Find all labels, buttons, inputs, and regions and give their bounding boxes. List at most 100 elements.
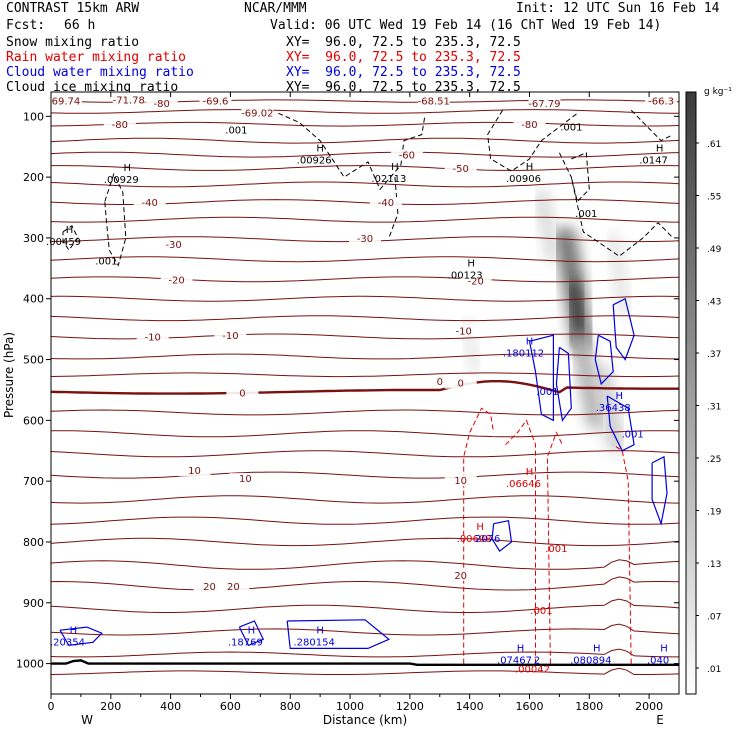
label-bg [423, 375, 456, 387]
cloud-water-contour [491, 519, 513, 552]
max-marker: H [517, 644, 525, 655]
label-bg [349, 232, 381, 244]
isotherm [51, 409, 679, 416]
max-marker: H [124, 163, 132, 174]
rain-contour [463, 407, 495, 664]
isotherm [51, 430, 679, 438]
max-value: .00926 [297, 156, 332, 167]
max-marker: H [660, 644, 668, 655]
snow-shading [462, 188, 632, 453]
field-xy-rain: XY= 96.0, 72.5 to 235.3, 72.5 [286, 50, 521, 65]
temperature-label: 0 [239, 388, 245, 399]
temperature-label: -80 [521, 120, 537, 131]
isotherm [51, 559, 679, 570]
max-value: .07467 [497, 656, 532, 667]
contour-labels: 69.74 -71.78 -80 -69.6 -69.02 -68.51 -67.79 -66… [46, 94, 678, 676]
label-bg [136, 331, 169, 343]
label-bg [49, 95, 82, 107]
label-bg [447, 325, 480, 337]
label-bg [214, 330, 247, 342]
field-name-snow: Snow mixing ratio [6, 35, 140, 50]
max-marker: H [467, 259, 475, 270]
temperature-label: 20 [454, 571, 467, 582]
max-marker: H [391, 162, 399, 173]
isotherm [51, 315, 679, 322]
isotherm [51, 109, 679, 114]
label-bg [160, 274, 193, 286]
cloud-water-contour [594, 334, 614, 386]
label-bg [103, 119, 136, 131]
max-marker: H [526, 467, 534, 478]
y-tick-label: 800 [23, 536, 44, 549]
snow-plume [607, 231, 632, 317]
colorbar-ramp [685, 91, 697, 695]
temperature-label: 20 [203, 582, 216, 593]
x-tick-label: 600 [220, 700, 241, 713]
temperature-label: -20 [168, 275, 184, 286]
max-value: .040 [647, 656, 669, 667]
colorbar-label: .25 [707, 455, 721, 465]
label-bg [145, 97, 178, 109]
contour-label: .001 [536, 387, 558, 398]
cloud-water-contour [59, 626, 103, 647]
temperature-label: -67.79 [528, 99, 560, 110]
max-value: .36438 [596, 403, 631, 414]
temperature-label: -69.6 [203, 97, 229, 108]
isotherm [51, 576, 679, 591]
x-axis-east-label: E [656, 713, 664, 727]
temperature-label: -66.3 [648, 97, 674, 108]
colorbar-label: .55 [707, 193, 721, 203]
colorbar-label: .37 [707, 350, 721, 360]
max-value: 2076 [475, 534, 500, 545]
colorbar-label: .61 [707, 140, 721, 150]
max-value: .00608 [457, 534, 492, 545]
max-value: .0147 [639, 156, 668, 167]
max-value: .00123 [448, 271, 483, 282]
cloud-ice-contour [104, 172, 127, 267]
isotherm [51, 372, 679, 378]
temperature-label: 0 [437, 377, 443, 388]
contour-label: .001 [545, 544, 567, 555]
temperature-label: -10 [222, 331, 238, 342]
temperature-label: -10 [456, 326, 472, 337]
y-tick-label: 200 [23, 171, 44, 184]
plot-frame [50, 91, 680, 695]
max-marker: H [476, 522, 484, 533]
isotherm [51, 151, 679, 158]
label-bg [193, 580, 226, 592]
ground-line [51, 659, 679, 666]
max-marker: H [593, 644, 601, 655]
label-bg [157, 239, 190, 251]
temperature-label: -80 [153, 99, 169, 110]
isotherm [51, 256, 679, 263]
temperature-label: -50 [453, 164, 469, 175]
max-value: .06646 [506, 479, 541, 490]
snow-plume [566, 280, 587, 348]
colorbar-label: .31 [707, 403, 721, 413]
label-bg [459, 275, 492, 287]
colorbar-label: .19 [707, 508, 722, 518]
max-value: .080894 [570, 656, 611, 667]
cloud-ice-contour [388, 177, 399, 239]
temperature-label: -30 [165, 240, 181, 251]
label-bg [133, 197, 166, 209]
cloud-water-contour [612, 297, 635, 361]
max-marker: H [656, 144, 664, 155]
isotherm [51, 495, 679, 504]
temperature-label: 69.74 [52, 97, 81, 108]
x-axis-west-label: W [81, 713, 93, 727]
isotherm [51, 216, 679, 223]
isotherm [51, 471, 679, 479]
y-tick-label: 700 [23, 475, 44, 488]
temperature-label: -71.78 [113, 95, 145, 106]
isotherm [51, 295, 679, 302]
colorbar-label: .07 [707, 613, 721, 623]
label-bg [444, 474, 477, 486]
rain-contour [546, 431, 563, 664]
y-axis-title: Pressure (hPa) [2, 332, 16, 418]
init-time: Init: 12 UTC Sun 16 Feb 14 [516, 1, 720, 16]
isotherm [51, 181, 679, 188]
label-bg [444, 163, 477, 175]
temperature-label: 20 [227, 582, 240, 593]
temperature-label: -40 [142, 198, 158, 209]
